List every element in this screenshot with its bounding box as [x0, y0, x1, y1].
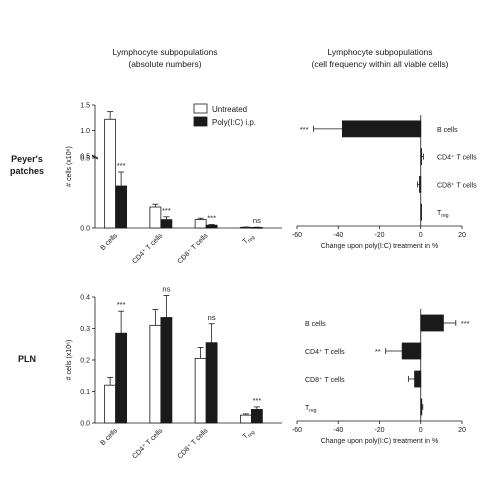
pp_absolute-bar-cd8-t-cells-untreated [194, 219, 207, 229]
pp_absolute-axis-break-mark-lower [91, 155, 99, 160]
pln_absolute-bar-cd4-t-cells-untreated [149, 324, 162, 424]
pp_absolute-category-label-b-cells: B cells [100, 232, 120, 252]
pp_absolute-bar-b-cells-untreated [104, 118, 117, 229]
pln_absolute-ytick-label: 0.4 [80, 295, 90, 302]
pln_absolute-significance-cd8-t-cells: ns [208, 313, 216, 322]
pp_change-category-label-b-cells: B cells [437, 127, 458, 134]
pp_absolute-significance-t-reg: ns [253, 216, 261, 225]
pln_change-xtick-label: 20 [458, 427, 466, 434]
pln_absolute-category-label-b-cells: B cells [100, 427, 120, 447]
pln_absolute-category-label-t-reg: Treg [242, 427, 257, 442]
right-header-line1: Lymphocyte subpopulations [327, 47, 432, 57]
pln_change-category-label-b-cells: B cells [305, 321, 326, 328]
pp_absolute-bar-cd4-t-cells-poly [160, 219, 173, 229]
pp_absolute-axis-break-mark-upper [91, 154, 99, 159]
pp_absolute-ytick-label: 0.5 [80, 154, 90, 161]
pln_absolute-bar-cd8-t-cells-poly [205, 342, 218, 424]
pp_change-xtick-label: -60 [292, 232, 302, 239]
row-label-pln: PLN [18, 354, 36, 364]
chart-pln-absolute: 0.0 0.1 0.2 0.3 0.4 # cells (x10⁶) *** B cells n… [66, 284, 282, 460]
pp_change-xtick-label: 0 [419, 232, 423, 239]
pln_change-bar-t-reg [420, 398, 423, 416]
chart-pp-change: -60 -40 -20 0 20 Change upon poly(I:C) treatm… [292, 115, 477, 250]
pln_absolute-bar-cd4-t-cells-poly [160, 317, 173, 424]
right-header-line2: (cell frequency within all viable cells) [311, 59, 448, 69]
pln_change-x-axis-label: Change upon poly(I:C) treatment in % [321, 438, 439, 445]
chart-pln-change: -60 -40 -20 0 20 Change upon poly(I:C) treatm… [292, 309, 470, 445]
pln_absolute-ytick-label: 0.2 [80, 358, 90, 365]
pp_absolute-category-label-t-reg: Treg [242, 232, 257, 247]
pln_change-xtick-label: -40 [333, 427, 343, 434]
legend-label-untreated: Untreated [212, 105, 247, 114]
pln_change-bar-cd8-t-cells [414, 370, 422, 388]
pln_absolute-bar-b-cells-poly [115, 332, 128, 424]
pp_absolute-bar-cd4-t-cells-untreated [149, 206, 162, 229]
pln_change-xtick-label: -20 [374, 427, 384, 434]
pp_absolute-category-label-cd8-t-cells: CD8⁺ T cells [177, 232, 210, 265]
pp_absolute-ytick-label: 0.0 [80, 226, 90, 233]
pln_change-bar-cd4-t-cells [401, 342, 422, 360]
pln_absolute-significance-b-cells: *** [117, 300, 126, 309]
legend-swatch-poly [193, 116, 208, 127]
pp_absolute-ytick-label: 1.0 [80, 128, 90, 135]
pp_absolute-significance-cd4-t-cells: *** [162, 206, 171, 215]
pln_change-category-label-cd4-t-cells: CD4⁺ T cells [305, 349, 345, 356]
pln_change-category-label-t-reg: Treg [305, 405, 317, 414]
pln_absolute-significance-t-reg: *** [252, 396, 261, 405]
legend-swatch-untreated [193, 103, 208, 114]
pp_absolute-significance-cd8-t-cells: *** [207, 214, 216, 223]
pp_absolute-bar-cd8-t-cells-poly [205, 224, 218, 229]
pp_change-xtick-label: 20 [458, 232, 466, 239]
pp_change-bar-b-cells [341, 120, 422, 138]
left-header-line2: (absolute numbers) [128, 59, 201, 69]
pp_change-bar-t-reg [420, 203, 422, 221]
pp_change-significance-b-cells: *** [300, 125, 309, 134]
pp_change-category-label-cd4-t-cells: CD4⁺ T cells [437, 155, 477, 162]
pp_absolute-significance-b-cells: *** [117, 161, 126, 170]
pln_absolute-bar-t-reg-untreated [239, 414, 252, 424]
pln_change-significance-b-cells: *** [461, 319, 470, 328]
row-label-pp-line2: patches [10, 166, 44, 176]
pp_absolute-y-axis-label: # cells (x10⁶) [66, 146, 73, 187]
pp_change-x-axis-label: Change upon poly(I:C) treatment in % [321, 243, 439, 250]
pp_change-xtick-label: -20 [374, 232, 384, 239]
pp_absolute-category-label-cd4-t-cells: CD4⁺ T cells [131, 232, 164, 265]
pln_change-significance-cd4-t-cells: ** [375, 347, 381, 356]
pp_change-bar-cd8-t-cells [419, 175, 422, 193]
pln_change-category-label-cd8-t-cells: CD8⁺ T cells [305, 377, 345, 384]
left-header-line1: Lymphocyte subpopulations [112, 47, 217, 57]
pp_change-xtick-label: -40 [333, 232, 343, 239]
pp_change-category-label-cd8-t-cells: CD8⁺ T cells [437, 182, 477, 189]
pln_absolute-category-label-cd8-t-cells: CD8⁺ T cells [177, 427, 210, 460]
pln_change-bar-b-cells [420, 314, 444, 332]
pln_absolute-category-label-cd4-t-cells: CD4⁺ T cells [131, 427, 164, 460]
pp_change-category-label-t-reg: Treg [437, 210, 449, 219]
pln_absolute-bar-b-cells-untreated [104, 384, 117, 424]
pp_absolute-ytick-label: 0.5 [80, 156, 90, 163]
pln_absolute-y-axis-label: # cells (x10⁶) [66, 340, 73, 381]
pln_absolute-ytick-label: 0.0 [80, 421, 90, 428]
pln_absolute-ytick-label: 0.1 [80, 389, 90, 396]
pln_absolute-significance-cd4-t-cells: ns [162, 284, 170, 293]
pln_change-xtick-label: 0 [419, 427, 423, 434]
pln_absolute-bar-t-reg-poly [250, 409, 263, 424]
legend-label-poly: Poly(I:C) i.p. [212, 118, 256, 127]
row-label-pp-line1: Peyer's [11, 154, 43, 164]
pp_absolute-ytick-label: 1.5 [80, 103, 90, 110]
pln_change-xtick-label: -60 [292, 427, 302, 434]
pln_absolute-ytick-label: 0.3 [80, 326, 90, 333]
pln_absolute-bar-cd8-t-cells-untreated [194, 358, 207, 424]
pp_absolute-bar-b-cells-poly [115, 185, 128, 229]
